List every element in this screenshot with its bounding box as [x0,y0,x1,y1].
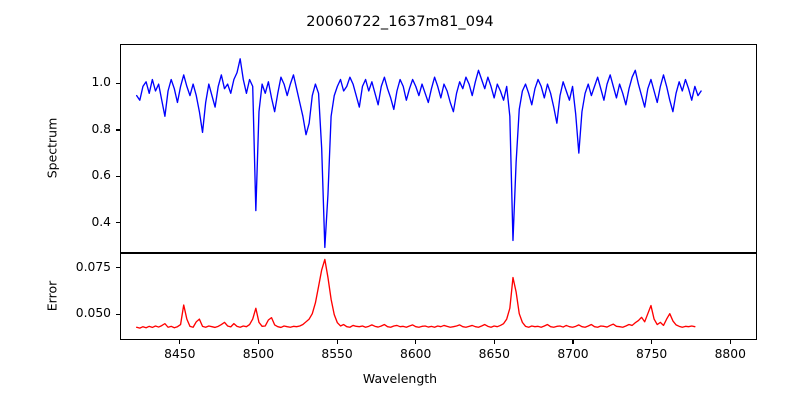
page-title: 20060722_1637m81_094 [306,14,494,30]
x-tick-label: 8750 [635,347,668,361]
error-axis-label: Error [44,280,60,312]
y-tick-label: 0.050 [75,306,111,321]
y-tick-mark [115,175,120,177]
x-tick-mark [651,340,653,345]
y-tick-label: 0.4 [91,214,111,229]
y-tick-mark [115,129,120,131]
x-tick-label: 8650 [478,347,510,361]
x-tick-mark [336,340,338,345]
x-tick-mark [572,340,574,345]
error-plot-area [120,253,757,340]
spectrum-plot-area [120,44,757,253]
x-tick-mark [257,340,259,345]
error-line-series [136,258,696,329]
y-tick-label: 1.0 [91,75,111,90]
spectrum-line-series [136,58,702,249]
x-tick-label: 8700 [557,347,589,361]
y-tick-mark [115,313,120,315]
x-tick-label: 8600 [400,347,432,361]
y-tick-label: 0.8 [91,121,111,136]
y-tick-label: 0.6 [91,168,111,183]
x-tick-mark [493,340,495,345]
x-tick-label: 8450 [164,347,196,361]
y-tick-mark [115,267,120,269]
y-tick-mark [115,222,120,224]
x-tick-mark [179,340,181,345]
x-axis-label: Wavelength [362,371,438,386]
y-tick-label: 0.075 [75,259,111,274]
x-tick-label: 8550 [321,347,353,361]
x-tick-label: 8800 [714,347,746,361]
x-tick-mark [415,340,417,345]
x-tick-label: 8500 [242,347,275,361]
y-tick-mark [115,82,120,85]
spectrum-axis-label: Spectrum [44,117,60,179]
x-tick-mark [729,340,731,345]
